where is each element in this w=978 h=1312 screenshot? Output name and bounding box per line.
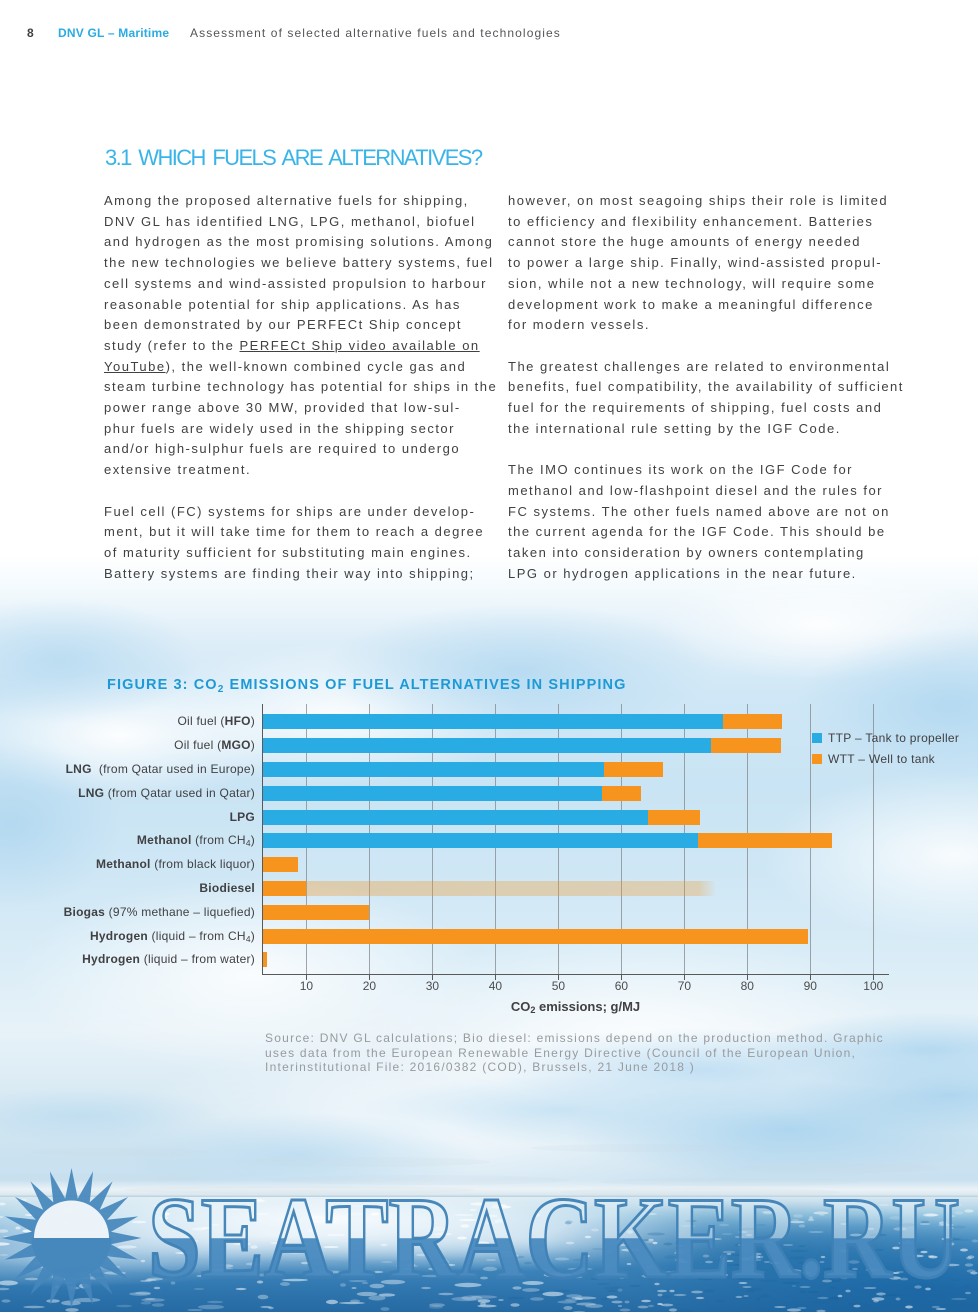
svg-text:SEATRACKER.RU: SEATRACKER.RU: [148, 1174, 960, 1303]
